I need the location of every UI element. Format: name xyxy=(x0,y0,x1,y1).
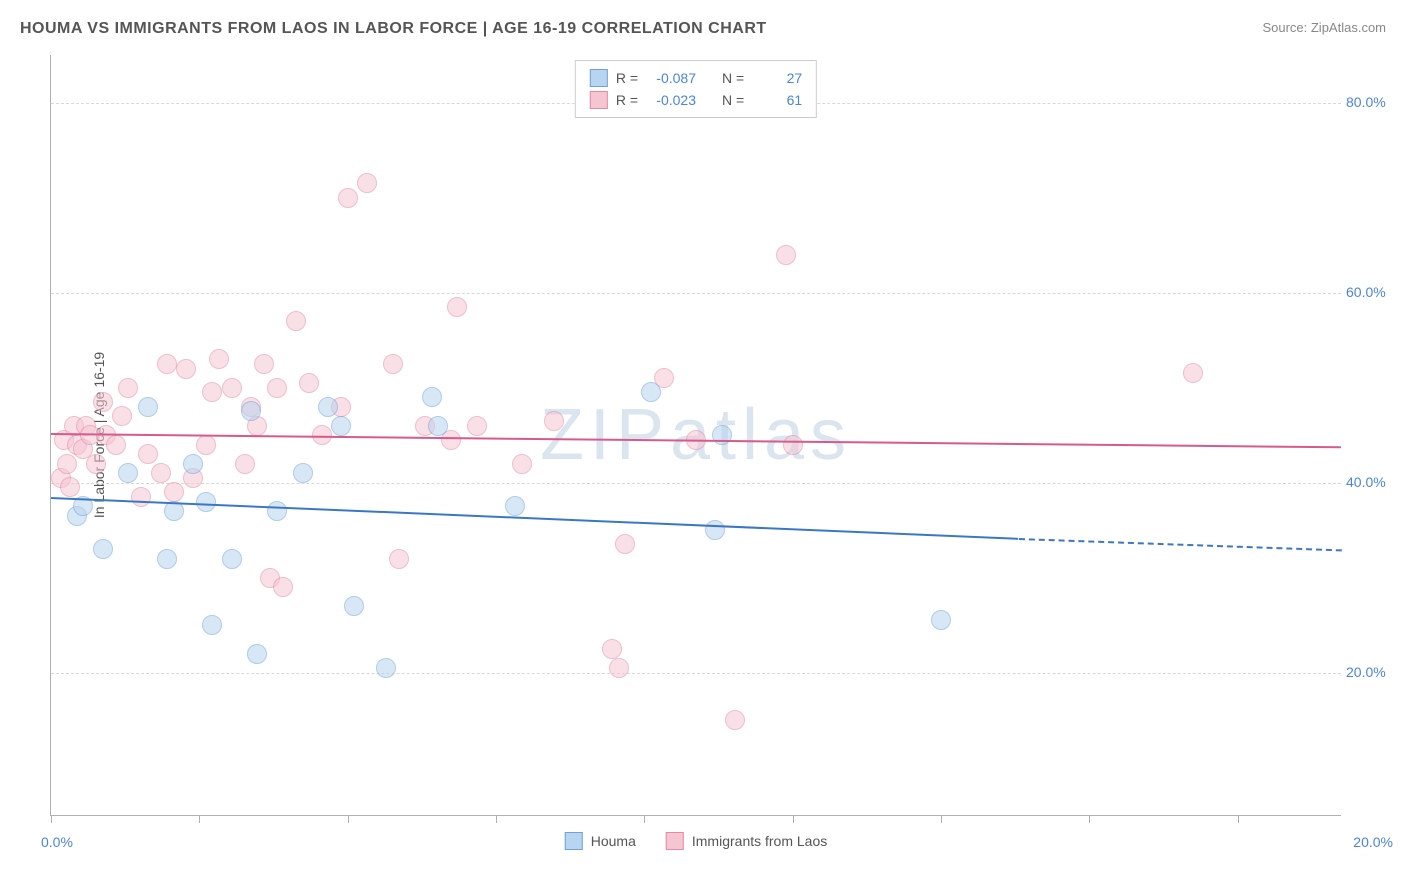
legend-item-2: Immigrants from Laos xyxy=(666,832,827,850)
legend-item-1: Houma xyxy=(565,832,636,850)
data-point-series-1 xyxy=(712,425,732,445)
data-point-series-2 xyxy=(235,454,255,474)
trend-line-series-1-dash xyxy=(1018,538,1341,551)
data-point-series-2 xyxy=(286,311,306,331)
data-point-series-2 xyxy=(196,435,216,455)
data-point-series-1 xyxy=(267,501,287,521)
data-point-series-1 xyxy=(118,463,138,483)
data-point-series-1 xyxy=(196,492,216,512)
y-tick-label: 20.0% xyxy=(1346,664,1401,680)
data-point-series-2 xyxy=(383,354,403,374)
data-point-series-2 xyxy=(273,577,293,597)
data-point-series-1 xyxy=(138,397,158,417)
stats-row-2: R = -0.023 N = 61 xyxy=(590,89,802,111)
n-value-1: 27 xyxy=(752,70,802,86)
n-label-2: N = xyxy=(722,92,744,108)
x-axis-min-label: 0.0% xyxy=(41,834,73,850)
legend-swatch-1 xyxy=(565,832,583,850)
stats-row-1: R = -0.087 N = 27 xyxy=(590,67,802,89)
data-point-series-1 xyxy=(222,549,242,569)
data-point-series-2 xyxy=(131,487,151,507)
data-point-series-2 xyxy=(725,710,745,730)
data-point-series-2 xyxy=(357,173,377,193)
stats-legend-box: R = -0.087 N = 27 R = -0.023 N = 61 xyxy=(575,60,817,118)
legend-label-1: Houma xyxy=(591,833,636,849)
bottom-legend: Houma Immigrants from Laos xyxy=(565,832,828,850)
legend-swatch-2 xyxy=(666,832,684,850)
data-point-series-1 xyxy=(641,382,661,402)
r-value-1: -0.087 xyxy=(646,70,696,86)
data-point-series-2 xyxy=(338,188,358,208)
data-point-series-2 xyxy=(609,658,629,678)
data-point-series-1 xyxy=(428,416,448,436)
r-value-2: -0.023 xyxy=(646,92,696,108)
n-label-1: N = xyxy=(722,70,744,86)
data-point-series-2 xyxy=(776,245,796,265)
data-point-series-1 xyxy=(247,644,267,664)
data-point-series-2 xyxy=(176,359,196,379)
data-point-series-2 xyxy=(138,444,158,464)
data-point-series-1 xyxy=(293,463,313,483)
data-point-series-1 xyxy=(157,549,177,569)
data-point-series-2 xyxy=(299,373,319,393)
data-point-series-2 xyxy=(512,454,532,474)
data-point-series-1 xyxy=(318,397,338,417)
n-value-2: 61 xyxy=(752,92,802,108)
swatch-series-2 xyxy=(590,91,608,109)
data-point-series-2 xyxy=(447,297,467,317)
swatch-series-1 xyxy=(590,69,608,87)
data-point-series-1 xyxy=(505,496,525,516)
data-point-series-2 xyxy=(467,416,487,436)
data-point-series-2 xyxy=(151,463,171,483)
data-point-series-2 xyxy=(209,349,229,369)
r-label-1: R = xyxy=(616,70,638,86)
chart-title: HOUMA VS IMMIGRANTS FROM LAOS IN LABOR F… xyxy=(20,20,767,38)
trend-line-series-1 xyxy=(51,497,1019,540)
data-point-series-2 xyxy=(602,639,622,659)
data-point-series-2 xyxy=(389,549,409,569)
data-point-series-1 xyxy=(705,520,725,540)
data-point-series-1 xyxy=(93,539,113,559)
data-point-series-2 xyxy=(157,354,177,374)
data-point-series-2 xyxy=(106,435,126,455)
data-point-series-1 xyxy=(422,387,442,407)
chart-plot-area: ZIPatlas In Labor Force | Age 16-19 20.0… xyxy=(50,55,1341,816)
source-attribution: Source: ZipAtlas.com xyxy=(1262,20,1386,35)
data-point-series-2 xyxy=(267,378,287,398)
data-point-series-2 xyxy=(615,534,635,554)
data-point-series-2 xyxy=(57,454,77,474)
data-point-series-2 xyxy=(544,411,564,431)
data-point-series-2 xyxy=(60,477,80,497)
data-point-series-2 xyxy=(254,354,274,374)
y-tick-label: 60.0% xyxy=(1346,284,1401,300)
y-tick-label: 40.0% xyxy=(1346,474,1401,490)
data-point-series-2 xyxy=(86,454,106,474)
data-point-series-1 xyxy=(931,610,951,630)
data-point-series-2 xyxy=(164,482,184,502)
data-point-series-1 xyxy=(241,401,261,421)
x-axis-max-label: 20.0% xyxy=(1353,834,1393,850)
data-point-series-2 xyxy=(118,378,138,398)
data-point-series-1 xyxy=(331,416,351,436)
data-point-series-2 xyxy=(93,392,113,412)
legend-label-2: Immigrants from Laos xyxy=(692,833,827,849)
r-label-2: R = xyxy=(616,92,638,108)
data-point-series-1 xyxy=(183,454,203,474)
data-point-series-2 xyxy=(112,406,132,426)
data-point-series-1 xyxy=(376,658,396,678)
data-point-series-2 xyxy=(1183,363,1203,383)
data-point-series-2 xyxy=(783,435,803,455)
y-tick-label: 80.0% xyxy=(1346,94,1401,110)
data-point-series-2 xyxy=(202,382,222,402)
data-point-series-2 xyxy=(222,378,242,398)
data-point-series-1 xyxy=(344,596,364,616)
data-point-series-1 xyxy=(202,615,222,635)
